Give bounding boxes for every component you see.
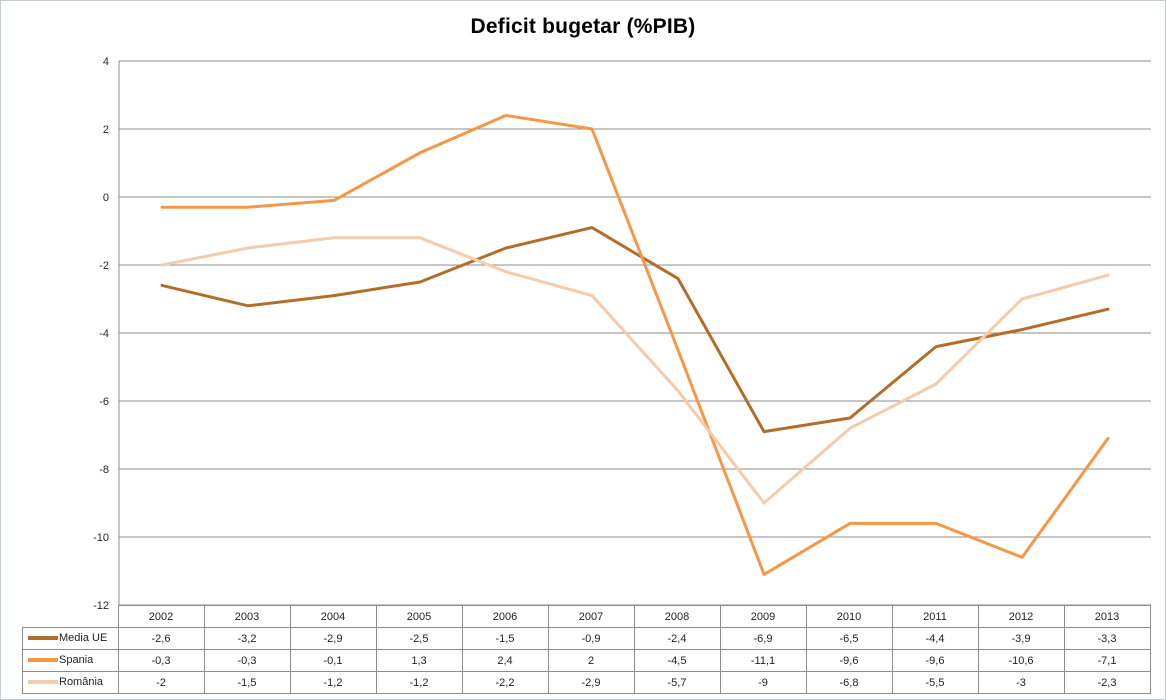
series-line-spania <box>160 113 1110 576</box>
data-table: 2002 2003 2004 2005 2006 2007 2008 2009 2010 2011… <box>22 605 1151 694</box>
value-cell: 2 <box>547 649 635 672</box>
value-cell: -3,2 <box>203 627 291 650</box>
legend-line-swatch <box>28 635 58 640</box>
chart-title: Deficit bugetar (%PIB) <box>470 15 696 38</box>
value-cell: -1,5 <box>461 627 549 650</box>
year-cell: 2009 <box>719 605 807 628</box>
year-cell: 2008 <box>633 605 721 628</box>
value-cell: -1,2 <box>289 671 377 694</box>
year-header-row: 2002 2003 2004 2005 2006 2007 2008 2009 2010 2011… <box>23 605 1151 628</box>
value-cell: -0,3 <box>117 649 205 672</box>
series-row-romania: România -2 -1,5 -1,2 -1,2 -2,2 -2,9 -5,7 -9 -6,8-… <box>22 671 1151 694</box>
corner-cell <box>23 606 119 628</box>
legend-label: Media UE <box>59 632 108 645</box>
value-cell: -4,5 <box>633 649 721 672</box>
value-cell: -2 <box>117 671 205 694</box>
value-cell: 1,3 <box>375 649 463 672</box>
legend-cell-spania: Spania <box>22 649 119 672</box>
year-cell: 2012 <box>977 605 1065 628</box>
year-cell: 2011 <box>891 605 979 628</box>
year-cell: 2013 <box>1063 605 1151 628</box>
value-cell: -3,3 <box>1063 627 1151 650</box>
y-axis-tick-label: -4 <box>99 328 109 340</box>
value-cell: -0,3 <box>203 649 291 672</box>
value-cell: -10,6 <box>977 649 1065 672</box>
y-axis-tick-label: 0 <box>103 192 109 204</box>
y-axis-tick-label: -2 <box>99 260 109 272</box>
y-axis-tick-label: -10 <box>93 532 109 544</box>
series-row-spania: Spania -0,3 -0,3 -0,1 1,3 2,4 2 -4,5 -11,1 -9,6 -9… <box>22 649 1151 672</box>
value-cell: -1,2 <box>375 671 463 694</box>
year-cell: 2005 <box>375 605 463 628</box>
value-cell: -6,8 <box>805 671 893 694</box>
legend-line-swatch <box>28 657 58 662</box>
year-cell: 2002 <box>117 605 205 628</box>
value-cell: 2,4 <box>461 649 549 672</box>
legend-line-swatch <box>28 679 58 684</box>
year-cell: 2004 <box>289 605 377 628</box>
series-row-media-ue: Media UE -2,6 -3,2 -2,9 -2,5 -1,5 -0,9 -2,4 -6,9… <box>22 627 1151 650</box>
value-cell: -6,9 <box>719 627 807 650</box>
value-cell: -2,9 <box>289 627 377 650</box>
series-line-romania <box>160 236 1110 505</box>
legend-label: România <box>59 676 104 689</box>
value-cell: -2,5 <box>375 627 463 650</box>
series-line-media-ue <box>160 226 1110 434</box>
y-axis-tick-label: -8 <box>99 464 109 476</box>
value-cell: -2,4 <box>633 627 721 650</box>
value-cell: -3,9 <box>977 627 1065 650</box>
legend-cell-media-ue: Media UE <box>22 627 119 650</box>
legend-label: Spania <box>59 654 94 667</box>
value-cell: -11,1 <box>719 649 807 672</box>
y-axis-tick-label: -6 <box>99 396 109 408</box>
value-cell: -2,3 <box>1063 671 1151 694</box>
value-cell: -4,4 <box>891 627 979 650</box>
y-axis-tick-label: 4 <box>103 56 109 68</box>
year-cell: 2007 <box>547 605 635 628</box>
value-cell: -5,7 <box>633 671 721 694</box>
value-cell: -9 <box>719 671 807 694</box>
value-cell: -2,2 <box>461 671 549 694</box>
value-cell: -0,1 <box>289 649 377 672</box>
value-cell: -6,5 <box>805 627 893 650</box>
value-cell: -1,5 <box>203 671 291 694</box>
value-cell: -0,9 <box>547 627 635 650</box>
year-cell: 2003 <box>203 605 291 628</box>
value-cell: -7,1 <box>1063 649 1151 672</box>
y-axis-tick-label: -12 <box>93 600 109 612</box>
year-cell: 2006 <box>461 605 549 628</box>
legend-cell-romania: România <box>22 671 119 694</box>
value-cell: -2,6 <box>117 627 205 650</box>
year-cell: 2010 <box>805 605 893 628</box>
y-axis-tick-label: 2 <box>103 124 109 136</box>
value-cell: -5,5 <box>891 671 979 694</box>
value-cell: -9,6 <box>891 649 979 672</box>
value-cell: -2,9 <box>547 671 635 694</box>
value-cell: -9,6 <box>805 649 893 672</box>
value-cell: -3 <box>977 671 1065 694</box>
